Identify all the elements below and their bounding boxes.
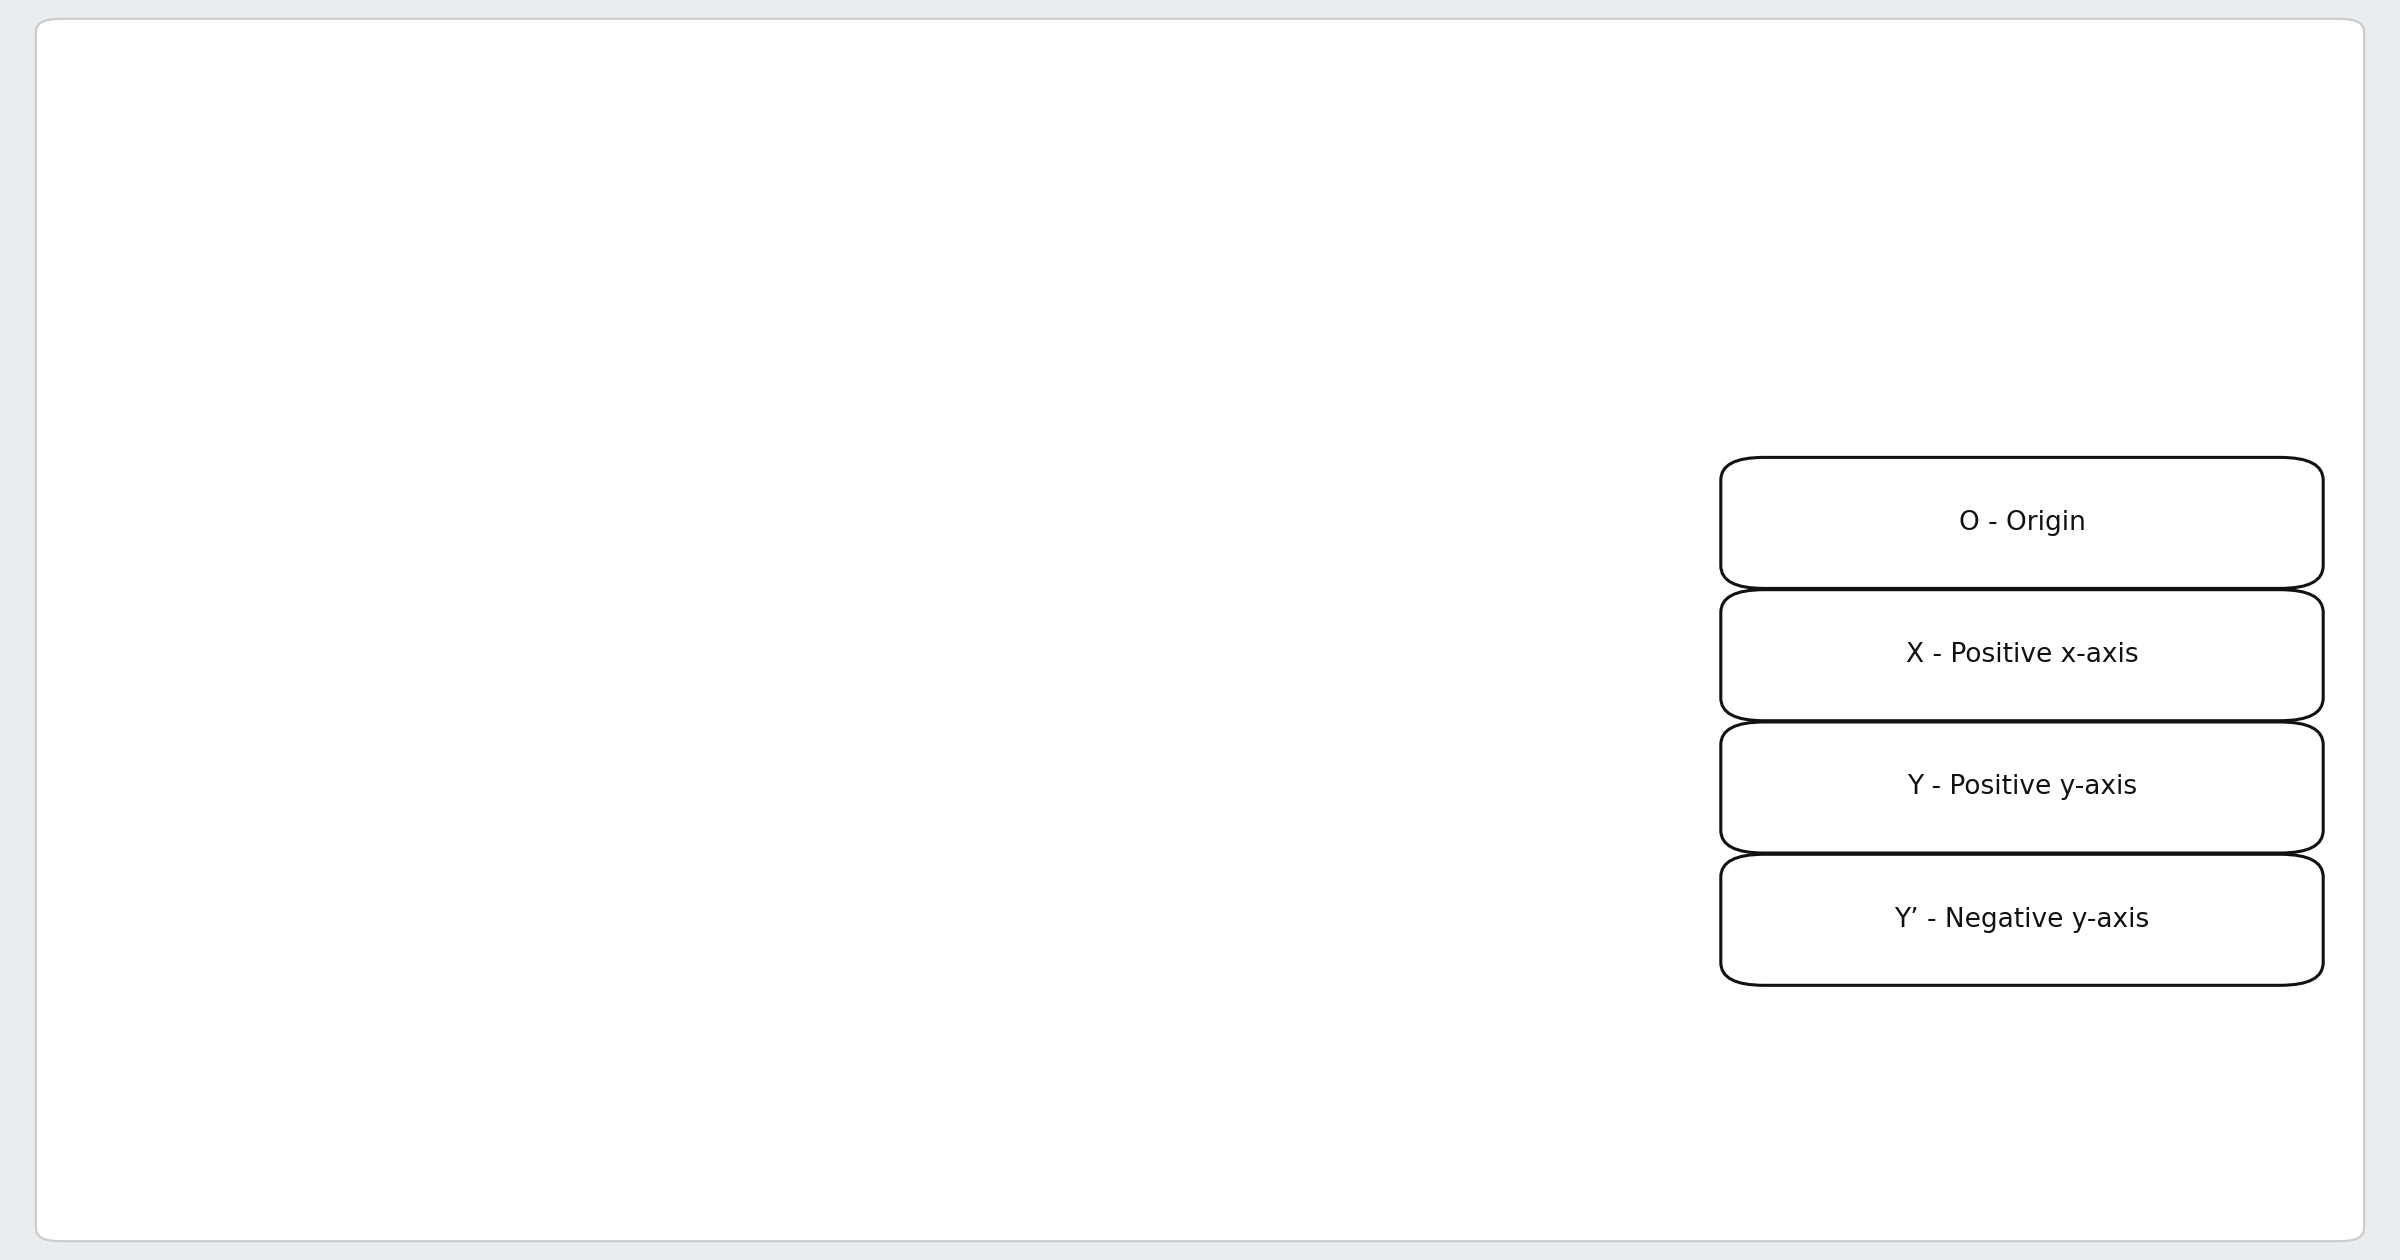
Text: Y’: Y’	[542, 1082, 586, 1120]
Text: Y’ - Negative y-axis: Y’ - Negative y-axis	[1894, 907, 2150, 932]
FancyBboxPatch shape	[36, 19, 2364, 1241]
Text: Phase Shift: Phase Shift	[758, 995, 955, 1024]
Text: X: X	[1932, 634, 1961, 672]
Text: O - Origin: O - Origin	[1958, 510, 2086, 536]
Text: Y: Y	[605, 130, 631, 168]
Text: X - Positive x-axis: X - Positive x-axis	[1906, 643, 2138, 668]
Text: O: O	[552, 627, 586, 665]
Text: Y - Positive y-axis: Y - Positive y-axis	[1908, 775, 2136, 800]
